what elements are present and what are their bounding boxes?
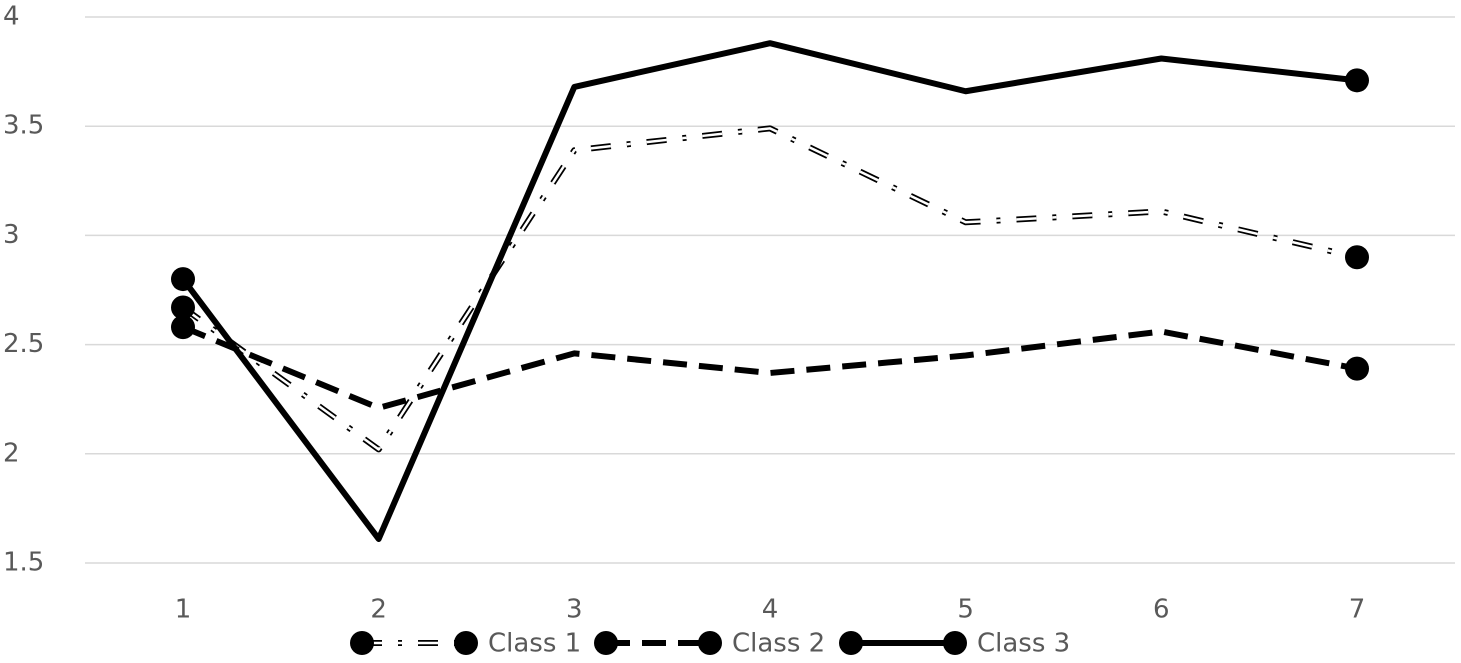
x-tick-label: 6 bbox=[1153, 595, 1170, 625]
legend-label: Class 2 bbox=[732, 629, 825, 659]
y-tick-label: 3.5 bbox=[3, 111, 44, 141]
y-tick-label: 2 bbox=[3, 438, 20, 468]
y-tick-label: 4 bbox=[3, 2, 20, 32]
legend-marker bbox=[943, 631, 967, 655]
legend-label: Class 3 bbox=[977, 629, 1070, 659]
series-line bbox=[181, 324, 1358, 411]
legend-label: Class 1 bbox=[488, 629, 581, 659]
x-tick-label: 2 bbox=[370, 595, 387, 625]
legend-marker bbox=[454, 631, 478, 655]
x-tick-label: 7 bbox=[1349, 595, 1366, 625]
x-tick-label: 1 bbox=[175, 595, 192, 625]
legend-marker bbox=[839, 631, 863, 655]
series-line bbox=[180, 40, 1358, 542]
end-marker bbox=[171, 267, 195, 292]
legend-marker bbox=[594, 631, 618, 655]
legend-marker bbox=[350, 631, 374, 655]
end-marker bbox=[171, 315, 195, 340]
end-marker bbox=[1345, 245, 1369, 270]
end-marker bbox=[1345, 68, 1369, 93]
series-line-inner bbox=[182, 127, 1358, 451]
y-tick-label: 2.5 bbox=[3, 329, 44, 359]
end-marker bbox=[171, 295, 195, 320]
end-marker bbox=[1345, 356, 1369, 381]
x-tick-label: 4 bbox=[762, 595, 779, 625]
legend-marker bbox=[698, 631, 722, 655]
x-tick-label: 3 bbox=[566, 595, 583, 625]
y-tick-label: 3 bbox=[3, 220, 20, 250]
y-tick-label: 1.5 bbox=[3, 548, 44, 578]
x-tick-label: 5 bbox=[957, 595, 974, 625]
